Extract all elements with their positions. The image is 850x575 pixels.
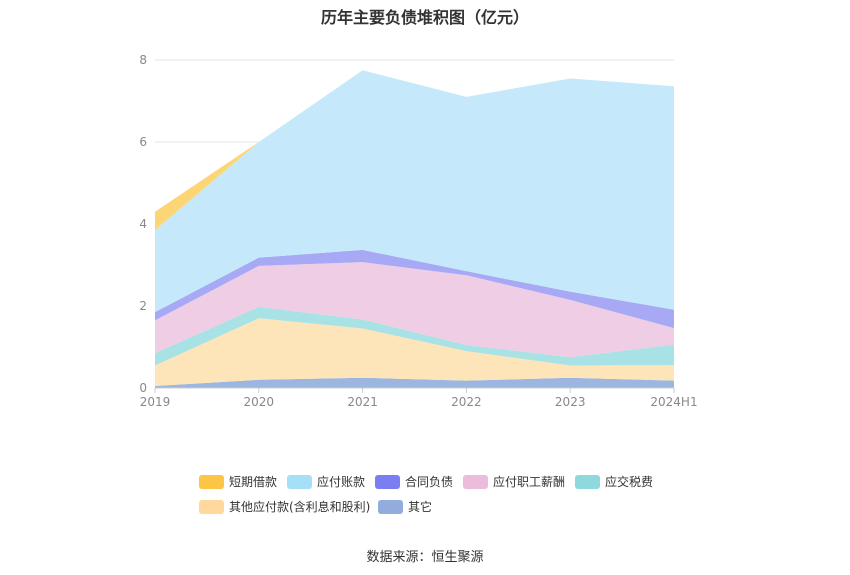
x-tick-label: 2021 [347,395,378,409]
legend-item-other-payables[interactable]: 其他应付款(含利息和股利) [199,498,370,515]
legend-swatch [378,499,403,514]
axes: 0 2 4 6 8 2019 2020 2021 2022 2023 2024H1 [139,53,697,409]
legend-swatch [287,474,312,489]
legend-label: 其他应付款(含利息和股利) [229,500,371,514]
legend-label: 应付职工薪酬 [493,475,566,489]
y-tick-label: 2 [139,299,147,313]
x-tick-label: 2020 [244,395,275,409]
chart-title: 历年主要负债堆积图（亿元） [320,8,529,27]
legend-swatch [463,474,488,489]
legend-label: 短期借款 [229,475,278,489]
y-tick-label: 6 [139,135,147,149]
legend-swatch [199,499,224,514]
legend-swatch [575,474,600,489]
legend-swatch [375,474,400,489]
legend-item-taxes-payable[interactable]: 应交税费 [575,473,653,490]
legend-item-contract-liabilities[interactable]: 合同负债 [375,473,453,490]
area-series[interactable] [155,377,674,388]
x-tick-label: 2019 [140,395,171,409]
x-tick-label: 2024H1 [650,395,697,409]
legend-item-short-term-loan[interactable]: 短期借款 [199,473,277,490]
legend-item-employee-payable[interactable]: 应付职工薪酬 [463,473,565,490]
area-series[interactable] [155,70,674,313]
y-tick-label: 4 [139,217,147,231]
area-series[interactable] [155,262,674,358]
legend-item-accounts-payable[interactable]: 应付账款 [287,473,365,490]
y-tick-label: 8 [139,53,147,67]
x-tick-label: 2022 [451,395,482,409]
legend-label: 应付账款 [317,475,366,489]
y-tick-label: 0 [139,381,147,395]
legend-label: 其它 [408,500,433,514]
area-series[interactable] [155,249,674,329]
legend-label: 合同负债 [405,475,454,489]
legend-item-other[interactable]: 其它 [378,498,432,515]
x-tick-label: 2023 [555,395,586,409]
data-source-note: 数据来源：恒生聚源 [366,550,484,565]
stacked-areas [155,70,674,388]
area-series[interactable] [155,318,674,386]
area-series[interactable] [155,306,674,366]
legend-label: 应交税费 [605,475,654,489]
legend-swatch [199,474,224,489]
